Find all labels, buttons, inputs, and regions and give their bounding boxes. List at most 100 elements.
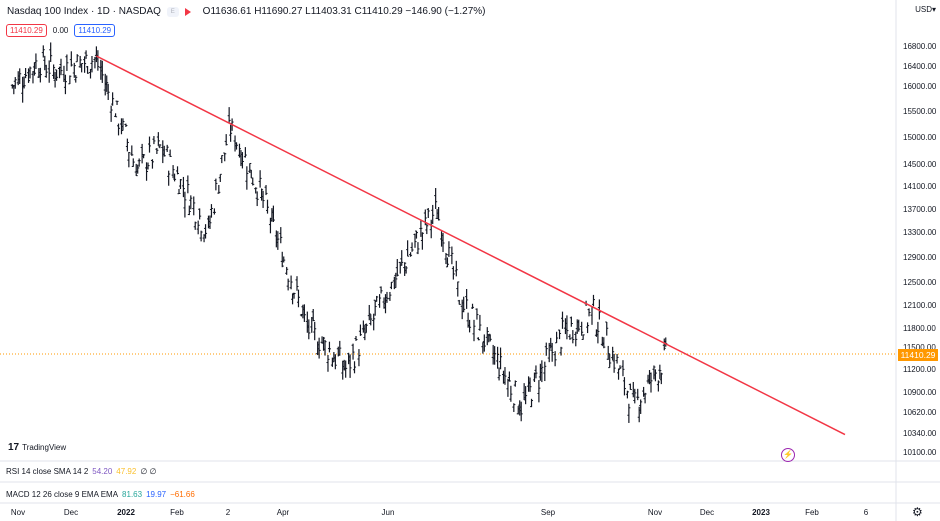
- ohlc-bar: [209, 204, 213, 218]
- ohlc-bar: [406, 240, 410, 257]
- currency-selector[interactable]: USD▾: [915, 5, 936, 14]
- ohlc-bar: [44, 64, 48, 78]
- ohlc-bar: [18, 68, 22, 85]
- ohlc-bar: [109, 105, 113, 122]
- ohlc-bar: [512, 403, 516, 412]
- time-tick-label: Feb: [170, 508, 184, 517]
- ohlc-bar: [142, 154, 146, 159]
- ohlc-bar: [137, 158, 141, 167]
- ohlc-bar: [611, 346, 615, 361]
- ohlc-bar: [327, 341, 331, 353]
- ohlc-bar: [271, 205, 275, 222]
- ohlc-bar: [465, 288, 469, 309]
- macd-legend[interactable]: MACD 12 26 close 9 EMA EMA 81.63 19.97 −…: [6, 490, 195, 499]
- ohlc-bar: [165, 144, 169, 152]
- ohlc-bar: [186, 175, 190, 194]
- price-tick-label: 16400.00: [903, 62, 937, 71]
- ohlc-bar: [80, 62, 84, 73]
- ohlc-bar: [193, 221, 197, 230]
- ohlc-bar: [658, 364, 662, 379]
- ohlc-bar: [178, 178, 182, 190]
- ohlc-bar: [413, 233, 417, 248]
- flag-icon[interactable]: [184, 7, 191, 16]
- time-tick-label: Feb: [805, 508, 819, 517]
- ohlc-bar: [550, 342, 554, 362]
- buy-button[interactable]: 11410.29: [74, 24, 116, 37]
- ohlc-bar: [181, 176, 185, 198]
- ohlc-bar: [296, 289, 300, 308]
- ohlc-bar: [248, 162, 252, 174]
- ohlc-bar: [524, 386, 528, 405]
- ohlc-bar: [168, 149, 172, 157]
- ohlc-bar: [581, 334, 585, 340]
- ohlc-bar: [615, 353, 619, 364]
- ohlc-bar: [353, 361, 357, 374]
- ohlc-bar: [468, 319, 472, 333]
- ohlc-bar: [605, 321, 609, 336]
- ohlc-bar: [561, 311, 564, 329]
- rsi-legend[interactable]: RSI 14 close SMA 14 2 54.20 47.92 ∅ ∅: [6, 467, 157, 476]
- tradingview-logo[interactable]: 17 TradingView: [8, 442, 66, 453]
- price-tick-label: 15000.00: [903, 133, 937, 142]
- ohlc-bar: [100, 60, 104, 83]
- ohlc-bar: [633, 388, 637, 404]
- ohlc-bar: [659, 372, 663, 385]
- ohlc-bar: [158, 144, 162, 149]
- macd-label: MACD 12 26 close 9 EMA EMA: [6, 490, 119, 499]
- ohlc-bar: [150, 159, 154, 169]
- ohlc-bar: [437, 206, 441, 221]
- ohlc-bar: [580, 321, 584, 336]
- ohlc-bar: [553, 351, 557, 367]
- ohlc-bar: [450, 246, 454, 265]
- ohlc-bar: [628, 383, 632, 391]
- ohlc-bar: [591, 294, 595, 307]
- ohlc-bar: [344, 360, 348, 378]
- time-axis-labels: Nov Dec 2022 Feb 2 Apr Jun Sep Nov Dec 2023 Feb 6: [11, 508, 869, 517]
- ohlc-bar: [136, 164, 140, 174]
- ohlc-bar: [602, 337, 606, 349]
- ohlc-bar: [590, 306, 594, 325]
- ohlc-bar: [322, 336, 326, 351]
- ohlc-bar: [264, 185, 268, 196]
- ohlc-bar: [358, 324, 362, 336]
- ohlc-bar: [649, 372, 653, 393]
- ohlc-bar: [416, 242, 420, 255]
- ohlc-bar: [114, 113, 118, 118]
- ohlc-bar: [497, 367, 501, 381]
- gear-icon[interactable]: ⚙: [912, 505, 923, 519]
- ohlc-bar: [28, 66, 32, 79]
- symbol-title[interactable]: Nasdaq 100 Index · 1D · NASDAQ: [7, 6, 161, 17]
- time-tick-label: Apr: [277, 508, 290, 517]
- ohlc-bar: [65, 54, 69, 71]
- ohlc-bar: [367, 304, 371, 321]
- ohlc-bar: [74, 75, 78, 83]
- ohlc-bar: [617, 368, 621, 380]
- ohlc-bar: [586, 322, 590, 334]
- ohlc-bar: [285, 266, 289, 275]
- ohlc-bar: [243, 147, 247, 158]
- ohlc-bar: [55, 69, 59, 81]
- ohlc-bar: [653, 369, 657, 382]
- ohlc-bar: [608, 353, 612, 369]
- ohlc-bar: [140, 143, 144, 164]
- time-tick-label: Nov: [11, 508, 25, 517]
- spread-value: 0.00: [52, 26, 69, 35]
- ohlc-bar: [105, 75, 109, 92]
- ohlc-bar: [618, 365, 622, 370]
- ohlc-bar: [389, 281, 393, 290]
- ohlc-bar: [131, 158, 135, 167]
- chevron-down-icon: ▾: [931, 5, 936, 14]
- price-tick-label: 13700.00: [903, 205, 937, 214]
- ohlc-bar: [192, 196, 196, 216]
- ohlc-bar: [83, 56, 87, 73]
- ohlc-bar: [447, 241, 451, 257]
- ohlc-bar: [445, 257, 449, 268]
- ohlc-bar: [199, 230, 203, 242]
- ohlc-bar: [568, 334, 572, 340]
- ohlc-bar: [662, 338, 666, 351]
- ohlc-bar: [237, 143, 241, 158]
- sell-button[interactable]: 11410.29: [6, 24, 47, 37]
- ohlc-bar: [162, 145, 166, 157]
- lightning-icon[interactable]: ⚡: [781, 448, 795, 462]
